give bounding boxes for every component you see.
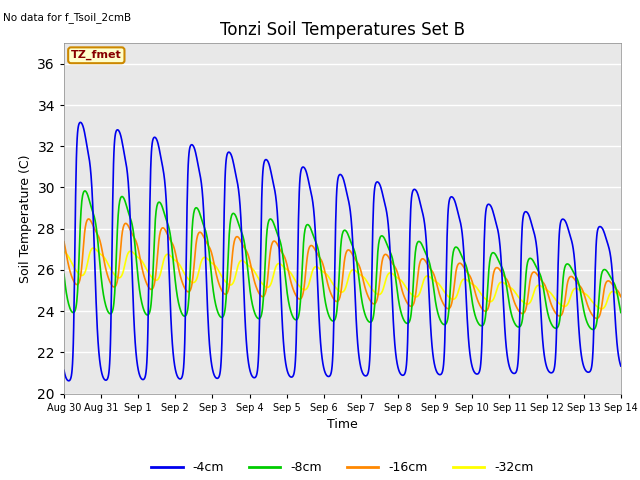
- Legend: -4cm, -8cm, -16cm, -32cm: -4cm, -8cm, -16cm, -32cm: [147, 456, 538, 479]
- Title: Tonzi Soil Temperatures Set B: Tonzi Soil Temperatures Set B: [220, 21, 465, 39]
- X-axis label: Time: Time: [327, 418, 358, 431]
- -32cm: [184, 276, 192, 282]
- -16cm: [60, 239, 68, 245]
- Text: TZ_fmet: TZ_fmet: [71, 50, 122, 60]
- -32cm: [551, 296, 559, 302]
- -4cm: [172, 365, 179, 371]
- -8cm: [60, 271, 68, 277]
- Y-axis label: Soil Temperature (C): Soil Temperature (C): [19, 154, 32, 283]
- -8cm: [589, 326, 596, 332]
- -32cm: [502, 282, 509, 288]
- Line: -8cm: -8cm: [64, 191, 621, 329]
- -32cm: [429, 277, 437, 283]
- -8cm: [551, 325, 559, 331]
- -4cm: [247, 371, 255, 376]
- -32cm: [598, 306, 605, 312]
- -4cm: [65, 378, 72, 384]
- -16cm: [246, 261, 254, 267]
- -32cm: [90, 245, 97, 251]
- -8cm: [617, 310, 625, 315]
- -8cm: [171, 273, 179, 278]
- -8cm: [246, 291, 254, 297]
- -8cm: [184, 303, 192, 309]
- -32cm: [617, 293, 625, 299]
- -16cm: [429, 270, 437, 276]
- -32cm: [246, 264, 254, 270]
- -16cm: [85, 216, 93, 222]
- Line: -16cm: -16cm: [64, 219, 621, 318]
- -16cm: [617, 294, 625, 300]
- -8cm: [429, 282, 437, 288]
- -8cm: [81, 188, 89, 194]
- -8cm: [502, 279, 509, 285]
- -4cm: [429, 356, 437, 362]
- -4cm: [60, 368, 68, 373]
- -4cm: [76, 120, 84, 125]
- -4cm: [617, 363, 625, 369]
- -32cm: [171, 257, 179, 263]
- -16cm: [593, 315, 601, 321]
- Line: -32cm: -32cm: [64, 248, 621, 309]
- Text: No data for f_Tsoil_2cmB: No data for f_Tsoil_2cmB: [3, 12, 131, 23]
- -32cm: [60, 249, 68, 254]
- -4cm: [502, 345, 510, 350]
- -16cm: [171, 247, 179, 253]
- -16cm: [184, 289, 192, 295]
- -16cm: [551, 309, 559, 315]
- -16cm: [502, 276, 509, 281]
- -4cm: [185, 155, 193, 161]
- Line: -4cm: -4cm: [64, 122, 621, 381]
- -4cm: [552, 356, 559, 361]
